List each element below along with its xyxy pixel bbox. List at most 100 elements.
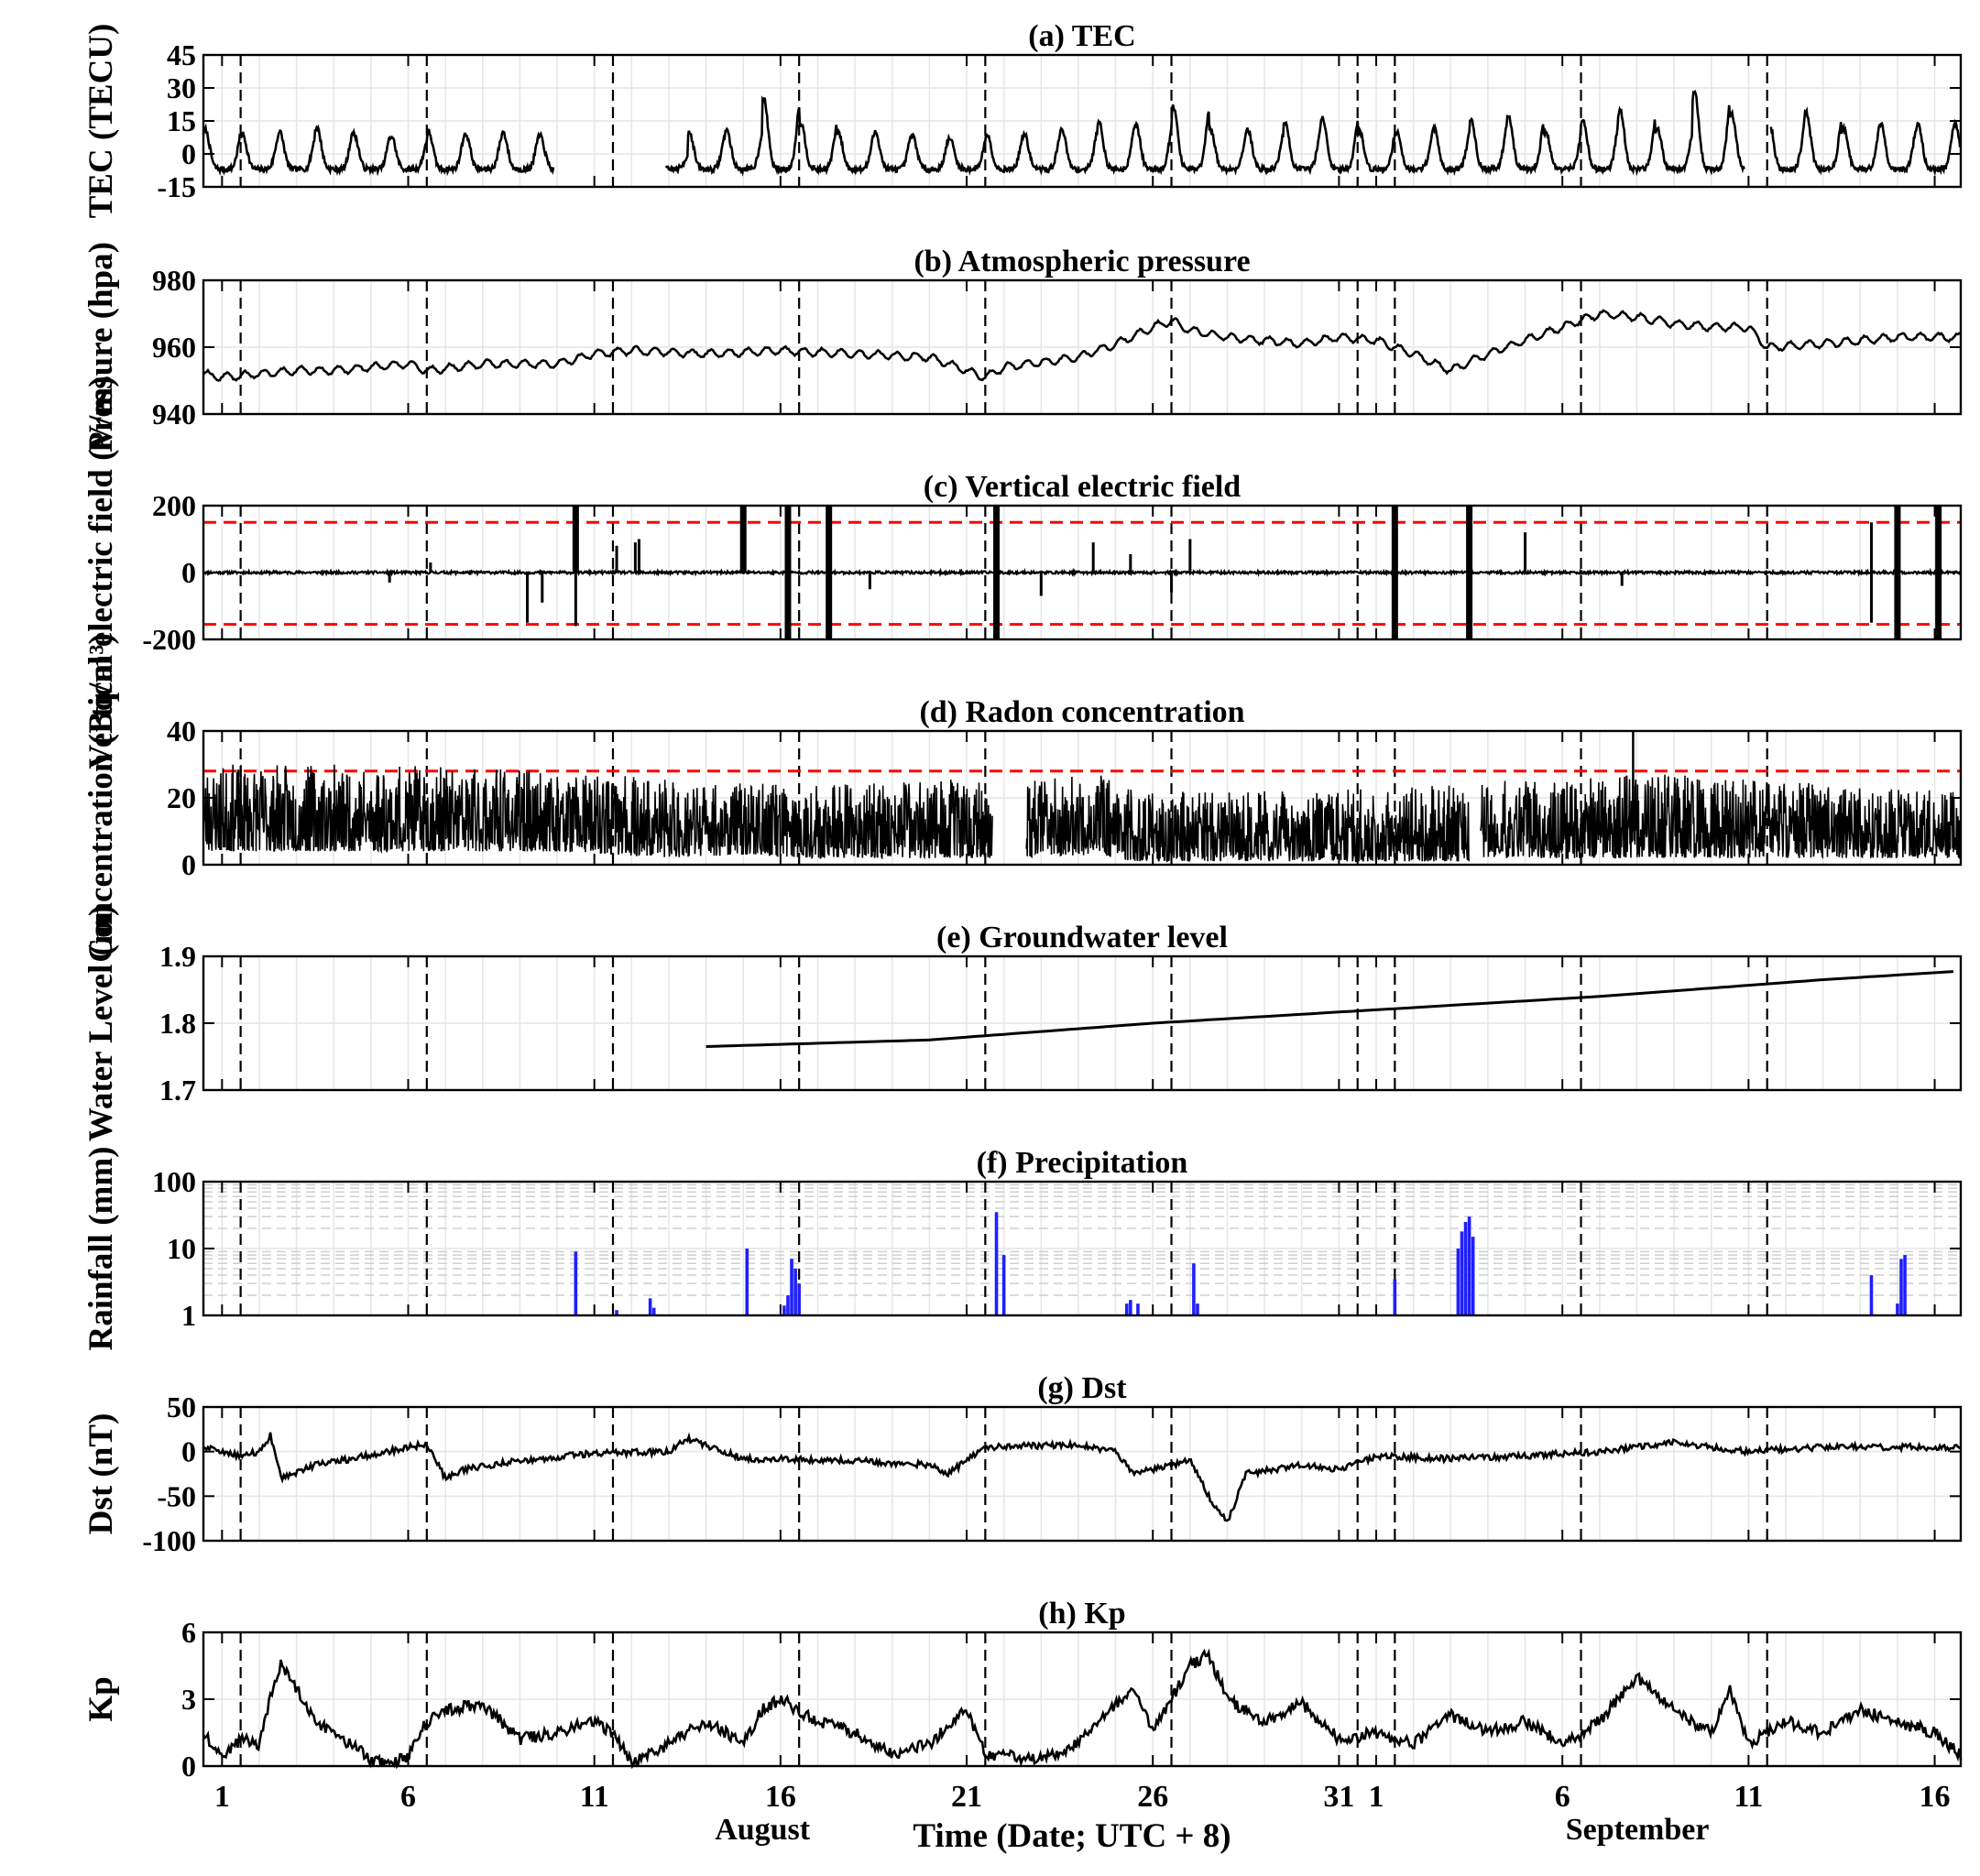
y-axis-label: TEC (TECU) <box>82 24 120 219</box>
y-tick-label: 1 <box>181 1299 196 1332</box>
month-label: August <box>715 1813 811 1847</box>
rain-bar <box>1467 1216 1471 1315</box>
rain-bar <box>1463 1221 1468 1315</box>
panel-title: (c) Vertical electric field <box>924 470 1242 504</box>
rain-bar <box>574 1251 578 1315</box>
x-tick-label: 1 <box>214 1780 230 1814</box>
panel-c: -200 0 200 (c) Vertical electric field Verti… <box>82 376 1963 769</box>
rain-bar <box>615 1310 618 1315</box>
rain-bar <box>1001 1255 1006 1315</box>
x-tick-label: 16 <box>1920 1780 1951 1814</box>
x-tick-label: 16 <box>765 1780 796 1814</box>
series-line-b <box>202 309 1962 382</box>
rain-bar <box>1899 1259 1903 1315</box>
series-line-efield <box>202 567 1962 578</box>
x-tick-label: 21 <box>951 1780 982 1814</box>
rain-bar <box>1471 1237 1475 1315</box>
y-tick-label: -100 <box>142 1524 196 1557</box>
y-tick-label: 0 <box>181 137 196 170</box>
y-tick-label: 10 <box>167 1232 196 1265</box>
rain-bar <box>782 1305 786 1315</box>
y-tick-label: 40 <box>167 714 196 747</box>
rain-bar <box>1393 1279 1397 1315</box>
y-tick-label: 1.7 <box>159 1074 196 1107</box>
y-tick-label: -50 <box>157 1479 196 1512</box>
panel-h: 0 3 6 (h) Kp Kp <box>82 1597 1963 1783</box>
y-axis-label: Concentration (Bq/m³) <box>82 633 120 963</box>
y-axis-label: Kp <box>82 1676 120 1721</box>
x-tick-label: 31 <box>1323 1780 1354 1814</box>
rain-bar <box>1124 1303 1129 1315</box>
y-tick-label: 100 <box>152 1165 196 1198</box>
y-axis-label: Rainfall (mm) <box>82 1147 120 1351</box>
y-tick-label: 0 <box>181 556 196 589</box>
y-tick-label: 20 <box>167 781 196 814</box>
rain-bar <box>1896 1303 1899 1315</box>
y-axis-label: Water Level (m) <box>82 905 120 1141</box>
y-tick-label: 15 <box>167 104 196 137</box>
rain-bar <box>1129 1300 1132 1315</box>
y-tick-label: 50 <box>167 1391 196 1423</box>
y-tick-label: 940 <box>152 398 196 431</box>
x-tick-label: 11 <box>1734 1780 1763 1814</box>
y-tick-label: 6 <box>181 1616 196 1649</box>
y-tick-label: 0 <box>181 848 196 881</box>
y-tick-label: 200 <box>152 489 196 522</box>
rain-bar <box>651 1307 656 1315</box>
y-tick-label: 45 <box>167 38 196 71</box>
y-axis-label: Dst (nT) <box>82 1413 120 1535</box>
panel-g: -100 -50 0 50 (g) Dst Dst (nT) <box>82 1371 1963 1557</box>
panel-title: (h) Kp <box>1038 1597 1125 1631</box>
x-tick-label: 6 <box>1555 1780 1570 1814</box>
rain-bar <box>790 1259 793 1315</box>
panel-title: (b) Atmospheric pressure <box>913 245 1250 278</box>
series-line-radon <box>202 764 1962 863</box>
y-axis-label: Pressure (hpa) <box>82 242 120 453</box>
y-tick-label: 3 <box>181 1683 196 1716</box>
rain-bar <box>1456 1249 1460 1315</box>
panel-title: (a) TEC <box>1028 19 1135 53</box>
y-tick-label: 30 <box>167 71 196 104</box>
rain-bar <box>1903 1255 1907 1315</box>
y-tick-label: 0 <box>181 1750 196 1783</box>
rain-bar <box>1460 1231 1464 1315</box>
series-line-g <box>202 1432 1962 1522</box>
panel-f: 1 10 100 (f) Precipitation Rainfall (mm) <box>82 1146 1963 1351</box>
y-tick-label: 1.9 <box>159 940 196 973</box>
rain-bar <box>786 1295 790 1315</box>
panel-b: 940 960 980 (b) Atmospheric pressure Pressur… <box>82 242 1963 453</box>
rain-bar <box>793 1268 797 1315</box>
x-tick-label: 11 <box>580 1780 609 1814</box>
rain-bar <box>994 1212 999 1315</box>
panel-title: (g) Dst <box>1037 1371 1127 1405</box>
month-label: September <box>1566 1813 1710 1847</box>
panel-frame <box>202 1405 1963 1543</box>
rain-bar <box>1192 1263 1196 1315</box>
rain-bar <box>648 1298 652 1315</box>
series-line-tec <box>202 89 1962 177</box>
panel-e: 1.7 1.8 1.9 (e) Groundwater level Water Leve… <box>82 905 1963 1141</box>
series-line-e <box>706 970 1953 1048</box>
y-tick-label: 0 <box>181 1435 196 1468</box>
y-tick-label: 960 <box>152 331 196 364</box>
panel-title: (f) Precipitation <box>977 1146 1188 1180</box>
panel-title: (e) Groundwater level <box>936 921 1228 954</box>
rain-bar <box>1196 1303 1199 1315</box>
y-tick-label: 980 <box>152 264 196 297</box>
x-tick-label: 6 <box>400 1780 416 1814</box>
x-axis-label: Time (Date; UTC + 8) <box>913 1817 1231 1855</box>
panel-d: 0 20 40 (d) Radon concentration Concentratio… <box>82 633 1963 963</box>
y-axis-label: Vertical electric field (V/m) <box>82 376 120 769</box>
rain-bar <box>1869 1275 1874 1315</box>
series-line-h <box>202 1648 1963 1770</box>
rain-bar <box>745 1249 749 1315</box>
y-tick-label: -15 <box>157 170 196 203</box>
x-tick-label: 26 <box>1137 1780 1168 1814</box>
rain-bar <box>1136 1303 1140 1315</box>
panel-title: (d) Radon concentration <box>919 695 1244 729</box>
x-tick-label: 1 <box>1369 1780 1384 1814</box>
